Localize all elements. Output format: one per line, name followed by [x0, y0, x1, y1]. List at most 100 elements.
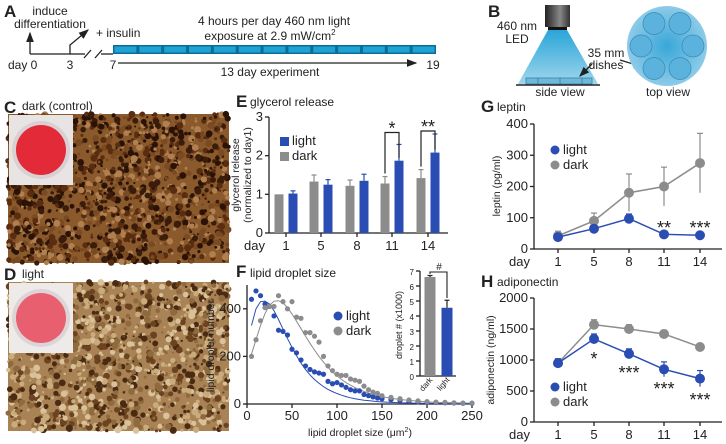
point-light: [280, 328, 286, 335]
cell: [207, 224, 211, 228]
cell: [96, 148, 101, 152]
cell: [93, 216, 97, 221]
cell: [87, 423, 90, 426]
cell: [100, 199, 105, 204]
cell: [191, 307, 194, 310]
cell: [9, 374, 16, 380]
dish-icon: [668, 12, 692, 35]
cell: [30, 357, 34, 361]
legend-marker-dark: [550, 160, 560, 170]
cell: [72, 256, 78, 262]
cell: [23, 206, 27, 210]
cell: [182, 414, 188, 420]
cell: [38, 425, 45, 433]
point-dark: [275, 293, 282, 299]
cell: [173, 296, 179, 302]
significance-label: ***: [653, 379, 674, 399]
cell: [51, 361, 57, 367]
cell: [105, 134, 109, 137]
cell: [74, 245, 80, 251]
cell: [97, 199, 100, 202]
cell: [122, 391, 126, 394]
cell: [223, 325, 228, 330]
cell: [194, 117, 197, 120]
cell: [194, 119, 198, 123]
cell: [147, 350, 154, 358]
cell: [102, 117, 107, 121]
point-dark: [659, 328, 669, 339]
cell: [225, 248, 230, 253]
cell: [155, 192, 163, 200]
cell: [128, 401, 135, 408]
y-tick-label: 7: [410, 268, 415, 277]
cell: [123, 353, 130, 360]
cell: [220, 404, 226, 410]
cell: [107, 135, 112, 141]
cell: [85, 364, 92, 370]
cell: [77, 164, 85, 172]
cell: [130, 215, 137, 223]
panel-g-leptin-chart: G leptin leptin (pg/ml) 0 100 200 300 400 day…: [481, 97, 722, 269]
cell: [137, 335, 141, 338]
cell: [100, 164, 103, 168]
cell: [135, 311, 141, 318]
cell: [182, 291, 189, 298]
cell: [182, 224, 188, 230]
cell: [123, 237, 129, 243]
x-tick-label: 11: [385, 238, 399, 253]
cell: [148, 241, 155, 248]
cell: [172, 386, 178, 392]
cell: [205, 290, 210, 295]
cell: [194, 187, 202, 195]
cell: [42, 247, 45, 250]
cell: [93, 372, 99, 378]
exposure-block: [238, 46, 261, 53]
cell: [217, 122, 222, 127]
cell: [110, 338, 115, 343]
cell: [124, 293, 127, 296]
cell: [63, 352, 69, 358]
day19-label: 19: [426, 58, 440, 72]
point-light: [334, 379, 340, 386]
cell: [180, 240, 185, 245]
cell: [209, 148, 214, 154]
cell: [159, 293, 164, 298]
cell: [65, 260, 69, 264]
cell: [139, 199, 143, 203]
cell: [182, 197, 189, 205]
cell: [73, 304, 80, 311]
cell: [16, 196, 21, 201]
cell: [118, 292, 124, 297]
cell: [107, 365, 113, 370]
cell: [116, 250, 119, 254]
cell: [58, 379, 66, 387]
x-tick-label: 5: [590, 254, 597, 269]
cell: [75, 207, 81, 213]
cell: [177, 298, 181, 302]
cell: [128, 146, 133, 151]
cell: [186, 388, 192, 394]
panel-title: dark (control): [22, 99, 93, 113]
cell: [167, 152, 175, 160]
cell: [165, 112, 170, 117]
cell: [78, 423, 83, 428]
legend-label-light: light: [346, 308, 370, 323]
cell: [215, 155, 220, 161]
cell: [177, 203, 184, 210]
cell: [159, 283, 166, 290]
point-dark: [469, 400, 475, 406]
cell: [105, 143, 113, 151]
cell: [157, 374, 164, 382]
cell: [5, 410, 11, 416]
cell: [204, 197, 207, 200]
point-dark: [442, 399, 448, 405]
differentiation-label: differentiation: [14, 17, 86, 31]
cell: [134, 390, 138, 394]
cell: [154, 179, 161, 186]
cell: [158, 429, 162, 432]
cell: [174, 120, 178, 124]
cell: [208, 239, 214, 245]
cell: [21, 242, 25, 246]
cell: [111, 113, 116, 118]
cell: [137, 245, 142, 250]
